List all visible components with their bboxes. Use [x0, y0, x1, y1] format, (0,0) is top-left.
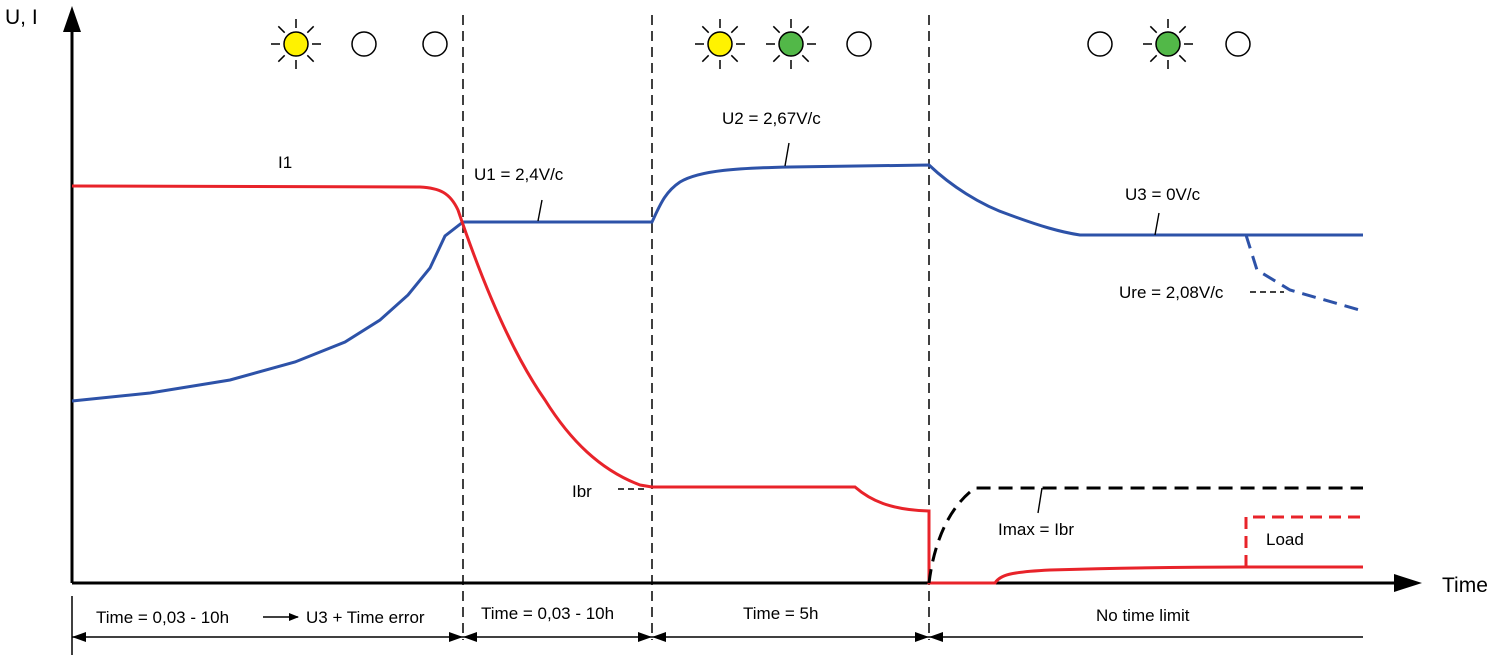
label-imax: Imax = Ibr	[998, 520, 1074, 539]
label-u2: U2 = 2,67V/c	[722, 109, 821, 128]
y-axis-arrow	[63, 6, 81, 32]
off-led-icon	[1087, 31, 1113, 57]
phase-1-next: U3 + Time error	[306, 608, 425, 627]
axes: U, I Time	[5, 6, 1488, 597]
label-load: Load	[1266, 530, 1304, 549]
duration-row: Time = 0,03 - 10h U3 + Time error Time =…	[71, 596, 1363, 655]
current-curve	[71, 184, 1363, 585]
leader-lines	[537, 142, 1284, 514]
y-axis-label: U, I	[5, 6, 38, 29]
led-indicators	[271, 19, 1251, 69]
voltage-line	[71, 163, 1363, 403]
label-ure: Ure = 2,08V/c	[1119, 283, 1224, 302]
green-led-icon	[1143, 19, 1193, 69]
load-step-dashed	[1244, 515, 1363, 567]
x-axis-arrow	[1394, 574, 1422, 592]
off-led-icon	[846, 31, 872, 57]
imax-curve	[927, 486, 1363, 584]
phase-1-duration: Time = 0,03 - 10h	[96, 608, 229, 627]
current-line	[71, 184, 1363, 585]
off-led-icon	[351, 31, 377, 57]
label-u3: U3 = 0V/c	[1125, 185, 1201, 204]
yellow-led-icon	[695, 19, 745, 69]
label-ibr: Ibr	[572, 482, 592, 501]
phase-2-duration: Time = 0,03 - 10h	[481, 604, 614, 623]
yellow-led-icon	[271, 19, 321, 69]
x-axis-label: Time	[1442, 574, 1488, 597]
phase-4-duration: No time limit	[1096, 606, 1190, 625]
voltage-rest-dashed	[1244, 234, 1364, 313]
label-u1: U1 = 2,4V/c	[474, 165, 564, 184]
voltage-curve	[71, 163, 1364, 403]
curve-labels: I1 U1 = 2,4V/c U2 = 2,67V/c U3 = 0V/c Ur…	[278, 109, 1304, 549]
off-led-icon	[422, 31, 448, 57]
label-i1: I1	[278, 153, 292, 172]
phase-dividers	[462, 15, 930, 640]
off-led-icon	[1225, 31, 1251, 57]
green-led-icon	[766, 19, 816, 69]
phase-3-duration: Time = 5h	[743, 604, 818, 623]
